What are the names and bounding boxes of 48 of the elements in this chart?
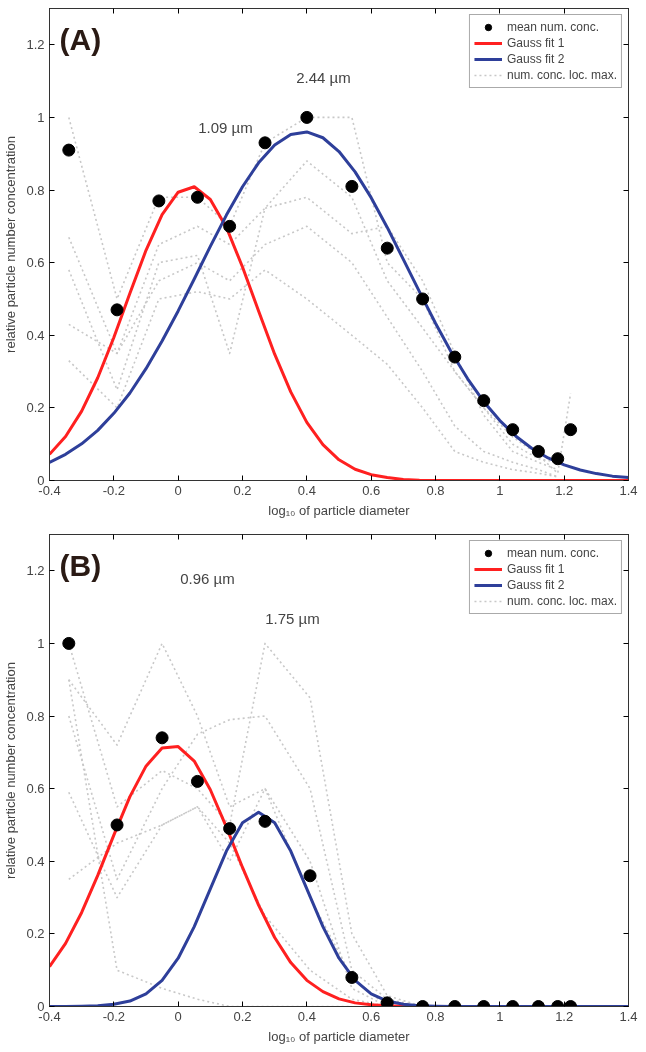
x-tick-label: 0.2: [233, 1008, 252, 1024]
legend-label: mean num. conc.: [506, 19, 599, 35]
x-tick-label: 1.2: [555, 1008, 574, 1024]
y-axis-title: relative particle number concentration: [3, 662, 19, 879]
y-tick-label: 1: [37, 635, 45, 651]
x-axis-title: log₁₀ of particle diameter: [268, 502, 411, 518]
x-tick-label: 0.8: [426, 1008, 445, 1024]
annotation: 1.09 µm: [198, 119, 253, 136]
x-tick-label: -0.2: [102, 482, 126, 498]
x-tick-label: 0.4: [297, 482, 316, 498]
annotation: 2.44 µm: [296, 69, 351, 86]
x-tick-label: 0.6: [362, 482, 381, 498]
annotation: 0.96 µm: [180, 570, 235, 587]
x-tick-label: 1: [496, 1008, 504, 1024]
x-tick-label: 0.8: [426, 482, 445, 498]
legend-label: mean num. conc.: [506, 545, 599, 561]
y-tick-label: 0.6: [26, 255, 45, 271]
x-tick-label: 1.4: [619, 482, 638, 498]
y-tick-label: 0.4: [26, 327, 45, 343]
y-tick-label: 0.8: [26, 182, 45, 198]
y-axis-title: relative particle number concentration: [3, 136, 19, 353]
legend-label: num. conc. loc. max.: [506, 593, 617, 609]
x-axis-title: log₁₀ of particle diameter: [268, 1028, 411, 1044]
x-tick-label: 0.4: [297, 1008, 316, 1024]
y-tick-label: 0.8: [26, 708, 45, 724]
legend-label: num. conc. loc. max.: [506, 67, 617, 83]
legend-label: Gauss fit 1: [506, 35, 565, 51]
annotation: (B): [59, 548, 102, 582]
x-tick-label: 0: [174, 482, 182, 498]
y-tick-label: 1.2: [26, 563, 45, 579]
x-tick-label: 1: [496, 482, 504, 498]
y-tick-label: 0.2: [26, 926, 45, 942]
y-tick-label: 1.2: [26, 37, 45, 53]
legend-label: Gauss fit 2: [506, 577, 565, 593]
x-tick-label: 0.6: [362, 1008, 381, 1024]
legend-label: Gauss fit 2: [506, 51, 565, 67]
legend-label: Gauss fit 1: [506, 561, 565, 577]
y-tick-label: 1: [37, 109, 45, 125]
y-tick-label: 0.6: [26, 781, 45, 797]
x-tick-label: 0: [174, 1008, 182, 1024]
x-tick-label: 1.4: [619, 1008, 638, 1024]
annotation: (A): [59, 22, 102, 56]
x-tick-label: 1.2: [555, 482, 574, 498]
y-tick-label: 0.2: [26, 400, 45, 416]
y-tick-label: 0.4: [26, 853, 45, 869]
x-tick-label: 0.2: [233, 482, 252, 498]
x-tick-label: -0.2: [102, 1008, 126, 1024]
annotation: 1.75 µm: [265, 610, 320, 627]
